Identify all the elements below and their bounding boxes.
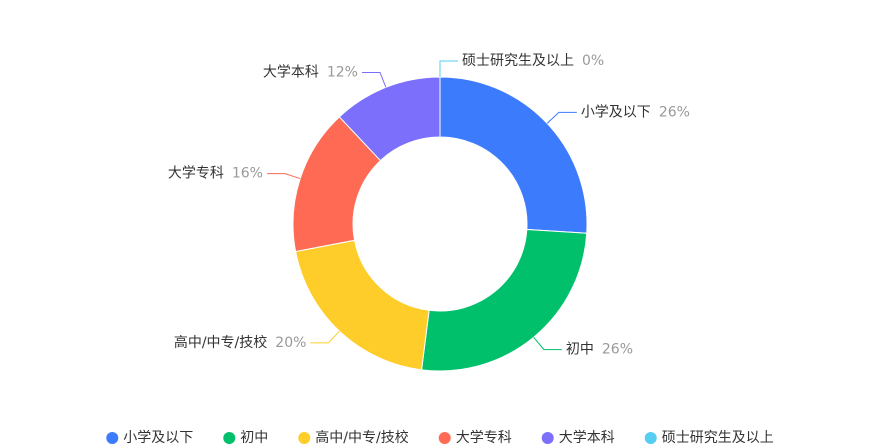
legend-marker	[106, 432, 119, 444]
leader-line	[266, 173, 301, 180]
slice-label-name: 小学及以下	[581, 104, 651, 120]
pie-slice	[439, 76, 588, 234]
leader-line	[533, 336, 562, 351]
legend-marker	[298, 432, 311, 444]
slice-label: 硕士研究生及以上 0%	[462, 53, 604, 69]
legend-marker	[541, 432, 554, 444]
slice-label-value: 16%	[232, 166, 263, 182]
legend-marker	[223, 432, 236, 444]
slice-label: 大学专科 16%	[168, 166, 263, 182]
slice-label-name: 高中/中专/技校	[174, 334, 267, 351]
legend-item: 小学及以下	[106, 430, 193, 446]
legend-marker	[644, 432, 657, 444]
slice-label: 初中 26%	[566, 341, 633, 358]
leader-line	[439, 60, 458, 77]
legend-item: 大学本科	[541, 430, 615, 446]
slice-label: 小学及以下 26%	[581, 104, 690, 120]
legend-item: 初中	[223, 429, 268, 446]
legend-label: 大学专科	[456, 430, 512, 446]
slice-label-value: 26%	[659, 104, 690, 120]
slice-label-name: 初中	[566, 341, 594, 358]
leader-line	[546, 111, 577, 124]
slice-label: 高中/中专/技校 20%	[174, 334, 307, 351]
slice-label-value: 0%	[582, 53, 604, 69]
slice-label-name: 大学专科	[168, 166, 224, 182]
leader-line	[361, 71, 387, 88]
legend-label: 初中	[240, 429, 268, 446]
legend-label: 高中/中专/技校	[315, 429, 408, 446]
legend-label: 大学本科	[559, 430, 615, 446]
slice-label-value: 12%	[327, 64, 358, 80]
legend-label: 硕士研究生及以上	[662, 430, 774, 446]
legend-item: 高中/中专/技校	[298, 429, 409, 446]
leader-line	[310, 330, 340, 344]
slice-label-name: 硕士研究生及以上	[462, 53, 574, 69]
legend-marker	[438, 432, 451, 444]
pie-slice	[295, 239, 430, 371]
slice-label: 大学本科 12%	[263, 64, 358, 80]
slice-label-value: 26%	[602, 342, 633, 358]
legend-item: 大学专科	[438, 430, 512, 446]
legend-label: 小学及以下	[123, 430, 193, 446]
legend-item: 硕士研究生及以上	[644, 430, 774, 446]
slice-label-value: 20%	[275, 335, 306, 351]
slice-label-name: 大学本科	[263, 64, 319, 80]
pie-slice	[421, 228, 588, 372]
